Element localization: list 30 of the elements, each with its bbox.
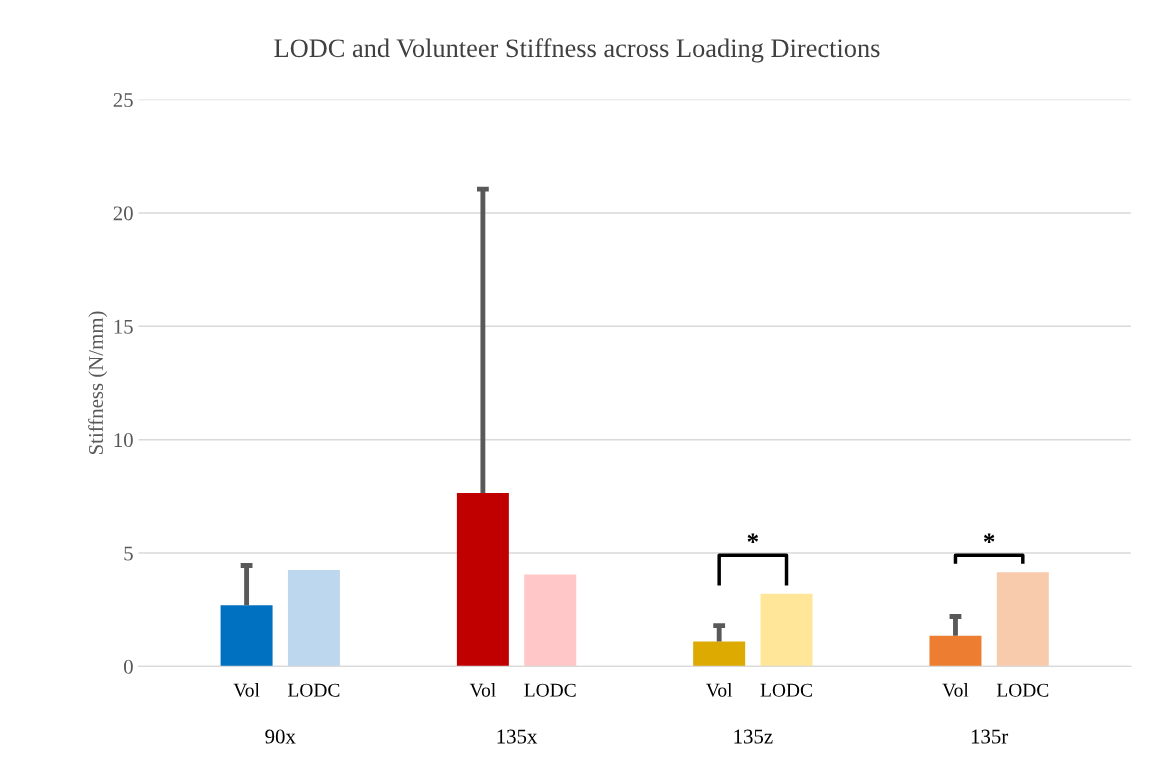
y-tick-label: 0 bbox=[124, 659, 133, 674]
x-tick-label: 135x bbox=[497, 729, 538, 744]
text: Vol bbox=[469, 683, 496, 697]
text: LODC bbox=[760, 683, 812, 697]
bar bbox=[524, 574, 577, 667]
series-label: LODC bbox=[288, 683, 340, 697]
y-tick-label: 25 bbox=[113, 93, 133, 108]
text: LODC bbox=[996, 683, 1049, 697]
text: LODC bbox=[524, 683, 576, 697]
annotation: * bbox=[983, 533, 995, 543]
x-tick-label: 135z bbox=[734, 729, 773, 744]
bar bbox=[287, 570, 340, 667]
y-tick-label: 5 bbox=[124, 546, 133, 561]
x-tick-label: 90x bbox=[265, 729, 296, 744]
bar bbox=[929, 635, 982, 667]
text: Vol bbox=[706, 683, 733, 697]
y-tick-label: 20 bbox=[113, 206, 133, 221]
y-axis-title: Stiffness (N/mm) bbox=[88, 311, 108, 455]
series-label: Vol bbox=[233, 683, 260, 697]
y-tick-label: 15 bbox=[114, 319, 133, 334]
bar bbox=[456, 492, 509, 667]
x-tick-label: 135r bbox=[971, 729, 1009, 744]
y-tick-label: 10 bbox=[114, 433, 133, 448]
text: Vol bbox=[942, 683, 969, 697]
bar bbox=[760, 593, 813, 667]
bar bbox=[220, 605, 273, 667]
annotation: * bbox=[747, 533, 759, 543]
bar bbox=[693, 641, 746, 667]
bar bbox=[996, 572, 1049, 667]
chart-title: LODC and Volunteer Stiffness across Loading Directions bbox=[274, 38, 880, 63]
